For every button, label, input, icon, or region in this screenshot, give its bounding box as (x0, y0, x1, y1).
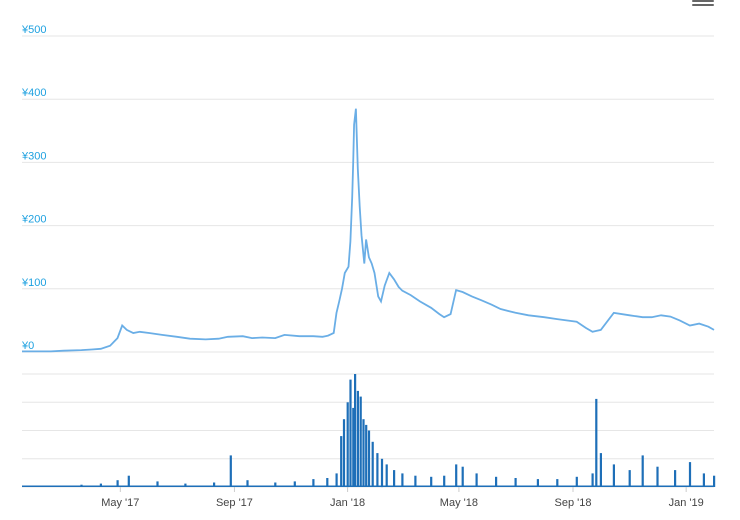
volume-bar (656, 466, 659, 487)
volume-bar (536, 479, 539, 487)
y-tick-label: ¥200 (21, 214, 46, 226)
volume-bar (385, 464, 388, 487)
volume-bar (599, 453, 602, 487)
volume-bar (591, 473, 594, 487)
y-tick-label: ¥500 (21, 24, 46, 36)
volume-bar (354, 374, 357, 487)
x-tick-label: Jan '18 (330, 497, 365, 509)
volume-bar (359, 396, 362, 487)
volume-bar (380, 458, 384, 488)
volume-bar (376, 453, 379, 487)
x-tick-label: Sep '18 (555, 497, 592, 509)
volume-bar (342, 419, 346, 487)
volume-bar (156, 481, 159, 487)
price-series-line (22, 108, 715, 353)
volume-bar (414, 475, 417, 487)
volume-bar (443, 475, 446, 487)
volume-bar (127, 475, 130, 487)
volume-bars (22, 374, 716, 488)
x-tick-label: Jan '19 (669, 497, 704, 509)
volume-bar (365, 424, 368, 487)
y-tick-label: ¥100 (21, 277, 46, 289)
hamburger-menu-icon[interactable] (692, 0, 714, 8)
volume-bar (641, 455, 644, 487)
volume-bar (371, 441, 374, 487)
y-tick-label: ¥300 (21, 150, 46, 162)
volume-bar (346, 402, 349, 488)
volume-bar (274, 482, 277, 487)
volume-bar (401, 473, 404, 487)
volume-bar (99, 483, 102, 487)
menu-icon-bar (692, 4, 714, 6)
volume-bar (362, 419, 365, 487)
volume-bar (455, 464, 458, 487)
volume-baseline (22, 485, 714, 487)
volume-bar (495, 476, 498, 487)
volume-bar (575, 476, 578, 487)
x-tick-label: May '18 (440, 497, 478, 509)
volume-bar (393, 470, 396, 487)
price-gridlines (22, 35, 714, 353)
volume-bar (612, 464, 615, 487)
volume-bar (461, 466, 464, 487)
volume-bar (326, 478, 329, 487)
volume-bar (184, 483, 187, 487)
volume-bar (514, 478, 517, 487)
volume-bar (688, 462, 692, 487)
volume-bar (229, 455, 232, 487)
volume-bar (116, 480, 119, 487)
volume-bar (475, 473, 478, 487)
volume-bar (293, 481, 296, 487)
volume-bar (213, 482, 216, 487)
y-tick-label: ¥400 (21, 87, 46, 99)
volume-bar (356, 390, 359, 487)
volume-bar (628, 470, 631, 487)
x-axis-labels: May '17 Sep '17 Jan '18 May '18 Sep '18 Jan '… (101, 487, 704, 509)
x-tick-label: May '17 (101, 497, 139, 509)
price-y-axis-labels: ¥0 ¥100 ¥200 ¥300 ¥400 ¥500 (21, 24, 46, 352)
volume-bar (713, 475, 716, 487)
volume-bar (556, 479, 559, 487)
menu-icon-bar (692, 0, 714, 2)
volume-bar (430, 476, 433, 487)
volume-bar (312, 479, 315, 487)
volume-bar (335, 473, 338, 487)
y-tick-label: ¥0 (21, 340, 34, 352)
x-tick-label: Sep '17 (216, 497, 253, 509)
volume-bar (674, 470, 677, 487)
volume-bar (340, 436, 343, 487)
volume-bar (595, 398, 598, 487)
volume-bar (349, 379, 352, 487)
volume-bar (246, 480, 249, 487)
volume-bar (367, 430, 371, 487)
volume-bar (702, 473, 705, 487)
volume-bar (352, 407, 355, 487)
